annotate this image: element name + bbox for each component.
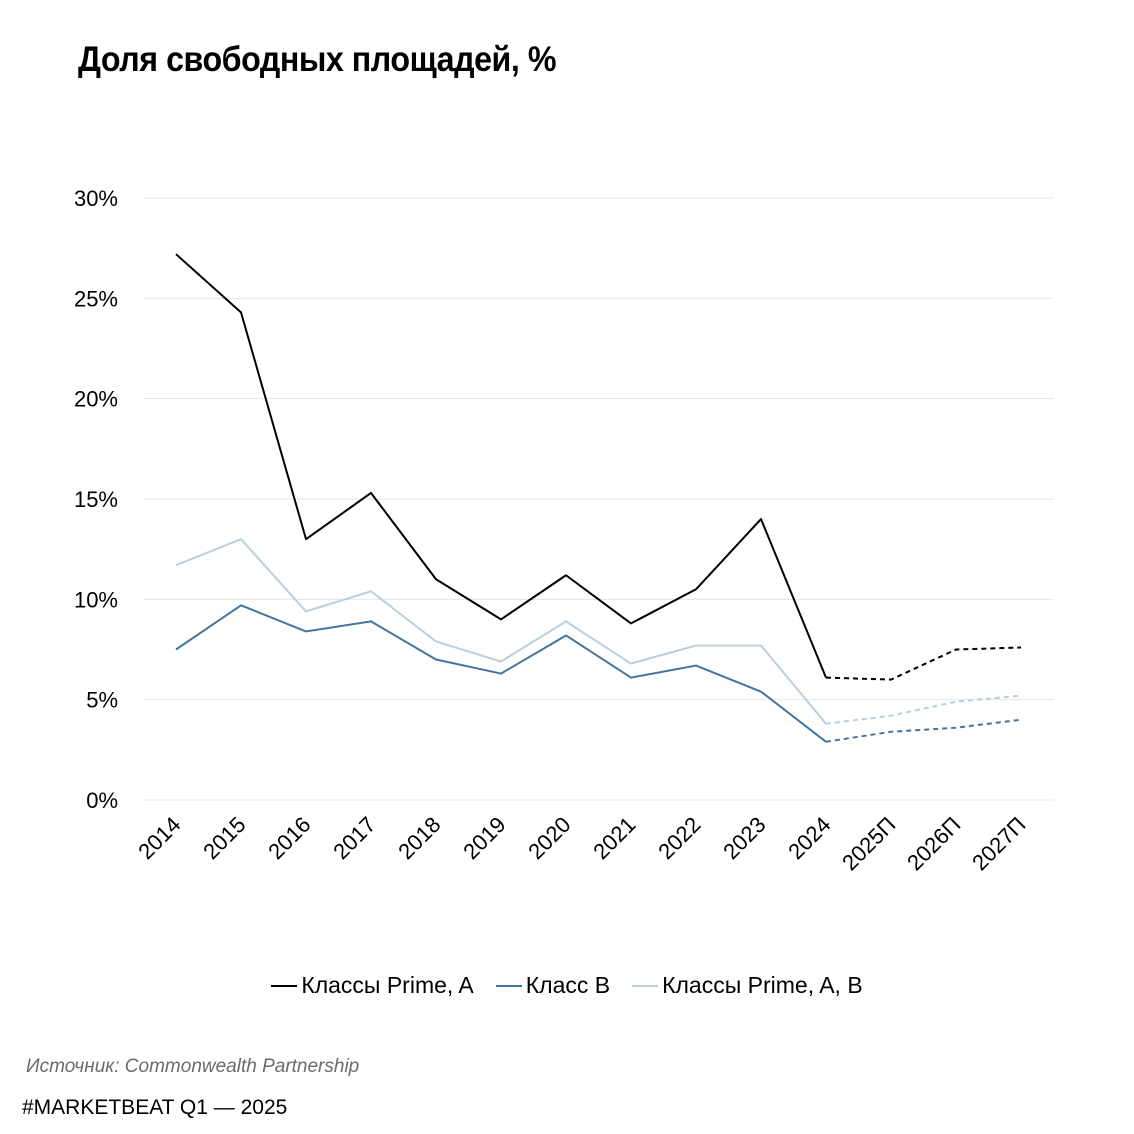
x-tick-label: 2014 bbox=[133, 812, 185, 864]
series-forecast-line-2 bbox=[825, 694, 1022, 725]
x-tick-label: 2016 bbox=[263, 812, 315, 864]
x-tick-label: 2025П bbox=[837, 812, 900, 875]
footer-text: #MARKETBEAT Q1 — 2025 bbox=[22, 1096, 288, 1119]
series-forecast-line-1 bbox=[825, 718, 1022, 743]
x-tick-label: 2019 bbox=[458, 812, 510, 864]
y-tick-label: 10% bbox=[74, 587, 118, 612]
chart-title: Доля свободных площадей, % bbox=[78, 40, 557, 79]
source-note: Источник: Commonwealth Partnership bbox=[26, 1056, 360, 1077]
legend-label: Классы Prime, A, B bbox=[662, 972, 863, 998]
x-tick-label: 2018 bbox=[393, 812, 445, 864]
legend-label: Класс B bbox=[525, 972, 611, 998]
x-tick-label: 2026П bbox=[902, 812, 965, 875]
x-tick-label: 2021 bbox=[588, 812, 640, 864]
x-tick-label: 2027П bbox=[967, 812, 1030, 875]
legend-swatch bbox=[495, 984, 522, 987]
series-line-0 bbox=[175, 253, 827, 678]
legend-swatch bbox=[271, 984, 298, 987]
x-tick-label: 2023 bbox=[718, 812, 770, 864]
y-tick-label: 25% bbox=[74, 286, 118, 311]
series-line-2 bbox=[175, 538, 827, 725]
legend: Классы Prime, A Класс B Классы Prime, A, B bbox=[0, 972, 1134, 999]
y-tick-label: 5% bbox=[86, 688, 118, 713]
y-tick-label: 20% bbox=[74, 387, 118, 412]
x-tick-label: 2020 bbox=[523, 812, 575, 864]
legend-item: Класс B bbox=[495, 972, 611, 999]
y-tick-label: 30% bbox=[74, 186, 118, 211]
legend-item: Классы Prime, A, B bbox=[632, 972, 863, 999]
series-forecast-line-0 bbox=[825, 646, 1022, 681]
x-axis-ticks: 2014 2015 2016 2017 2018 2019 2020 2021 2022 2023… bbox=[133, 812, 1030, 875]
legend-item: Классы Prime, A bbox=[271, 972, 474, 999]
series-lines bbox=[175, 253, 1022, 743]
x-tick-label: 2022 bbox=[653, 812, 705, 864]
legend-label: Классы Prime, A bbox=[301, 972, 474, 998]
x-tick-label: 2015 bbox=[198, 812, 250, 864]
x-tick-label: 2017 bbox=[328, 812, 380, 864]
legend-swatch bbox=[632, 984, 659, 987]
y-tick-label: 0% bbox=[86, 788, 118, 813]
y-tick-label: 15% bbox=[74, 487, 118, 512]
x-tick-label: 2024 bbox=[783, 812, 835, 864]
series-line-1 bbox=[175, 604, 827, 743]
y-axis-ticks: 0% 5% 10% 15% 20% 25% 30% bbox=[74, 186, 118, 813]
